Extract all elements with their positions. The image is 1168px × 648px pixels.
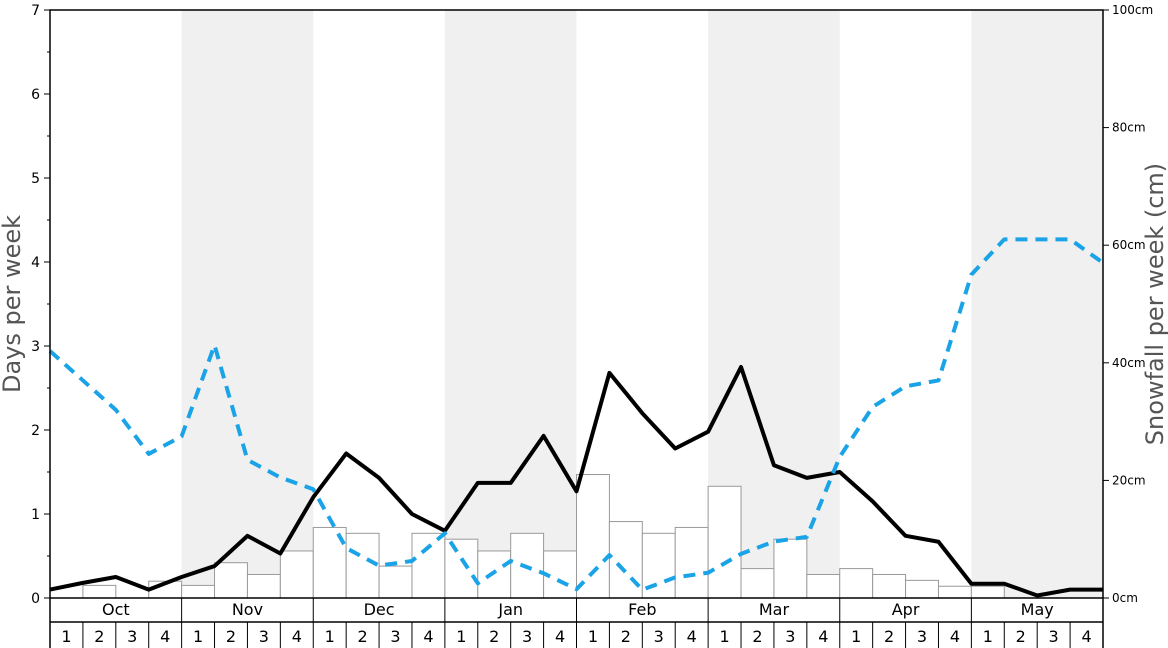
left-tick-label: 7 (31, 3, 40, 19)
bar-21 (740, 568, 775, 599)
week-label: 1 (588, 627, 598, 646)
week-label: 4 (555, 627, 565, 646)
week-label: 1 (719, 627, 729, 646)
bar-4 (181, 584, 216, 599)
snowfall-dashed-line (48, 237, 1105, 592)
right-tick-label: 0cm (1112, 591, 1138, 605)
week-label: 4 (160, 627, 170, 646)
week-label: 2 (94, 627, 104, 646)
line-series (48, 237, 1105, 598)
week-label: 1 (456, 627, 466, 646)
week-label: 4 (1081, 627, 1091, 646)
week-label: 1 (193, 627, 203, 646)
right-axis-title: Snowfall per week (cm) (1141, 163, 1168, 445)
week-label: 3 (259, 627, 269, 646)
week-label: 3 (522, 627, 532, 646)
bar-11 (411, 532, 446, 599)
week-label: 4 (818, 627, 828, 646)
week-label: 1 (983, 627, 993, 646)
week-label: 3 (1049, 627, 1059, 646)
week-label: 2 (489, 627, 499, 646)
week-label: 3 (917, 627, 927, 646)
week-label: 1 (61, 627, 71, 646)
month-band-jan (444, 10, 577, 598)
week-label: 3 (785, 627, 795, 646)
bar-9 (345, 532, 380, 599)
bar-19 (674, 526, 709, 599)
left-tick-label: 2 (31, 423, 40, 439)
left-tick-label: 3 (31, 339, 40, 355)
week-label: 2 (621, 627, 631, 646)
month-label-oct: Oct (102, 600, 130, 619)
left-tick-label: 6 (31, 87, 40, 103)
left-tick-label: 4 (31, 255, 40, 271)
week-label: 4 (950, 627, 960, 646)
bar-20 (707, 485, 742, 599)
bar-12 (444, 538, 479, 599)
left-axis-title: Days per week (0, 215, 26, 393)
week-label: 1 (325, 627, 335, 646)
bar-25 (872, 573, 907, 599)
left-tick-label: 1 (31, 507, 40, 523)
week-label: 4 (292, 627, 302, 646)
bar-10 (378, 565, 413, 599)
axes: 0 1 2 3 4 5 6 7 0cm 20cm 40cm 60cm 80cm 100cm Oct 1 2 3 4 N… (31, 3, 1153, 648)
week-label: 2 (1016, 627, 1026, 646)
bar-6 (246, 573, 281, 599)
month-band-nov (181, 10, 314, 598)
bar-7 (279, 550, 314, 599)
right-tick-label: 40cm (1112, 356, 1146, 370)
bar-23 (806, 573, 841, 599)
month-label-nov: Nov (232, 600, 263, 619)
week-label: 4 (423, 627, 433, 646)
month-bands (181, 10, 1103, 598)
week-label: 2 (358, 627, 368, 646)
week-label: 4 (687, 627, 697, 646)
right-tick-label: 100cm (1112, 3, 1153, 17)
week-label: 2 (226, 627, 236, 646)
month-label-feb: Feb (628, 600, 656, 619)
month-label-apr: Apr (892, 600, 920, 619)
month-label-jan: Jan (497, 600, 523, 619)
bar-1 (82, 584, 117, 599)
bar-27 (937, 585, 972, 599)
left-tick-label: 5 (31, 171, 40, 187)
week-label: 2 (884, 627, 894, 646)
snow-days-line (49, 365, 1103, 598)
bar-26 (905, 579, 939, 599)
bar-22 (773, 538, 808, 599)
bar-series (82, 474, 1005, 599)
right-tick-label: 20cm (1112, 473, 1146, 487)
month-band-may (971, 10, 1103, 598)
bar-16 (576, 474, 610, 599)
week-label: 1 (851, 627, 861, 646)
month-label-dec: Dec (364, 600, 395, 619)
week-label: 3 (654, 627, 664, 646)
right-tick-label: 60cm (1112, 238, 1146, 252)
week-label: 3 (390, 627, 400, 646)
right-tick-label: 80cm (1112, 121, 1146, 135)
left-tick-label: 0 (31, 591, 40, 607)
week-label: 3 (127, 627, 137, 646)
week-label: 2 (752, 627, 762, 646)
bar-24 (839, 568, 874, 599)
month-label-may: May (1021, 600, 1054, 619)
bar-28 (970, 585, 1005, 599)
bar-5 (214, 562, 248, 599)
month-label-mar: Mar (759, 600, 790, 619)
